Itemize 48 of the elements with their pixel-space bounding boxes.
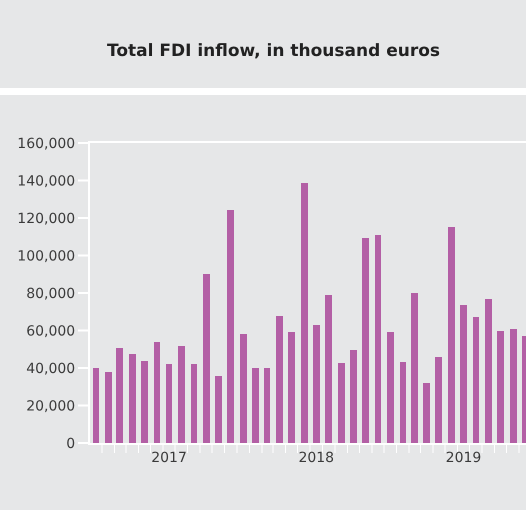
bar: [448, 227, 455, 443]
x-tick-label: 2018: [298, 450, 334, 466]
bar: [105, 372, 112, 443]
bar: [325, 295, 332, 443]
bar: [264, 368, 270, 443]
x-tick-label: 2019: [446, 450, 482, 466]
bar: [473, 317, 479, 443]
bar: [154, 342, 160, 443]
bar: [510, 329, 517, 443]
bar: [497, 331, 504, 443]
bar: [166, 364, 172, 443]
y-tick-label: 60,000: [26, 323, 76, 340]
bar: [362, 238, 369, 443]
y-tick-label: 100,000: [17, 248, 76, 264]
y-tick-label: 140,000: [17, 173, 76, 190]
bar: [141, 361, 148, 443]
y-tick-label: 20,000: [26, 398, 76, 414]
bar: [93, 368, 99, 443]
y-tick-label: 160,000: [17, 136, 76, 152]
bar: [411, 293, 418, 443]
bar: [240, 334, 247, 443]
bar: [203, 274, 210, 443]
bar: [276, 316, 283, 443]
bar: [215, 376, 222, 443]
bar: [387, 332, 394, 443]
bar: [301, 183, 308, 443]
y-tick-label: 120,000: [17, 210, 76, 227]
y-tick-label: 0: [66, 436, 76, 452]
bar: [116, 348, 123, 443]
chart-title: Total FDI inflow, in thousand euros: [107, 40, 440, 61]
bar: [227, 210, 234, 443]
x-tick-label: 2017: [151, 450, 187, 466]
bar: [338, 363, 345, 443]
bar: [400, 362, 406, 443]
bar: [129, 354, 136, 443]
y-tick-label: 40,000: [26, 360, 76, 377]
bar: [435, 357, 442, 443]
bar: [178, 346, 185, 443]
bar: [252, 368, 259, 443]
bar: [375, 235, 381, 443]
bar: [350, 350, 357, 443]
bar: [288, 332, 295, 443]
bar: [313, 325, 320, 443]
y-tick-label: 80,000: [26, 286, 76, 302]
bar: [191, 364, 197, 443]
bar: [460, 305, 467, 443]
bar: [485, 299, 492, 443]
bar: [423, 383, 430, 443]
